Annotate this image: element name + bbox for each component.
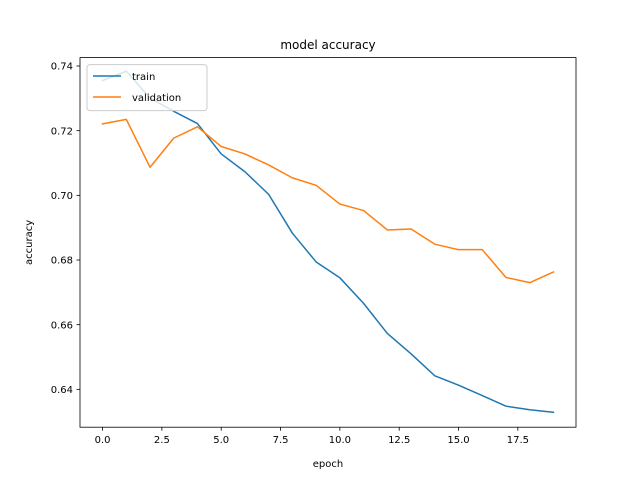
y-axis-label: accuracy	[24, 220, 35, 265]
y-tick-label: 0.64	[51, 385, 73, 396]
x-axis-ticks: 0.0 2.5 5.0 7.5 10.0 12.5 15.0 17.5	[95, 427, 529, 446]
plot-frame	[79, 57, 577, 428]
legend: train validation	[86, 64, 208, 112]
y-tick-label: 0.70	[51, 191, 73, 202]
x-tick-label: 5.0	[213, 435, 229, 446]
series-line-validation	[101, 118, 555, 284]
x-axis-label: epoch	[313, 459, 343, 470]
x-tick-label: 17.5	[507, 435, 529, 446]
y-tick-label: 0.66	[51, 320, 73, 331]
y-tick-label: 0.72	[51, 126, 73, 137]
legend-label-train: train	[132, 72, 155, 83]
plot-lines	[101, 70, 555, 414]
x-tick-label: 2.5	[154, 435, 170, 446]
x-tick-label: 15.0	[447, 435, 469, 446]
y-axis-ticks: 0.64 0.66 0.68 0.70 0.72 0.74	[51, 62, 80, 396]
y-tick-label: 0.74	[51, 62, 73, 73]
x-tick-label: 10.0	[329, 435, 351, 446]
x-tick-label: 7.5	[273, 435, 289, 446]
x-tick-label: 12.5	[388, 435, 410, 446]
chart-title: model accuracy	[280, 38, 375, 52]
series-line-train	[101, 70, 555, 414]
legend-label-validation: validation	[132, 93, 181, 104]
y-tick-label: 0.68	[51, 256, 73, 267]
x-tick-label: 0.0	[95, 435, 111, 446]
